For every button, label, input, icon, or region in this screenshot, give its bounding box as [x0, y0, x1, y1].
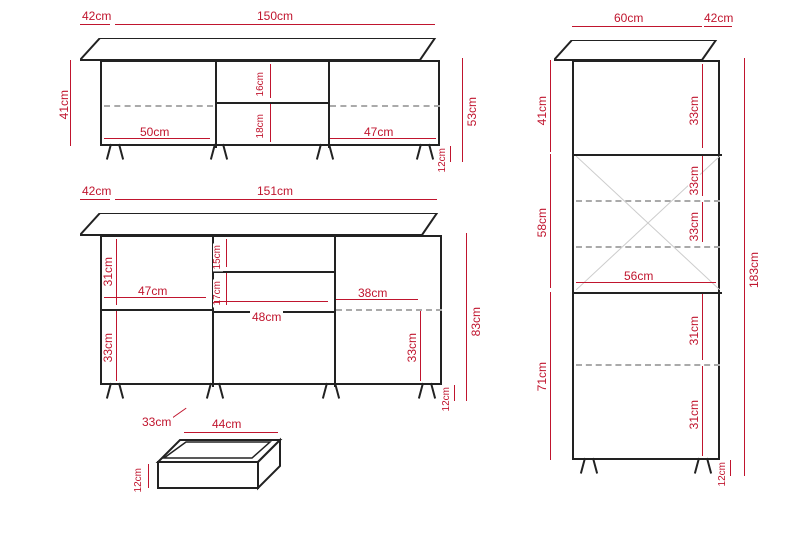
drawer-unit: 33cm 44cm 12cm [130, 430, 290, 515]
side-leg-label: 12cm [442, 385, 452, 413]
tall-depth-label: 42cm [702, 12, 735, 24]
tall-lmid-label: 58cm [536, 206, 548, 239]
side-mtop-label: 15cm [213, 243, 223, 271]
tv-width-label: 150cm [255, 10, 295, 22]
side-mmid-label: 17cm [213, 279, 223, 307]
tv-wleft-label: 50cm [138, 126, 171, 138]
tall-leg-label: 12cm [718, 460, 728, 488]
tv-midtop-label: 16cm [256, 70, 266, 98]
drawer-depth-label: 33cm [140, 416, 173, 428]
drawer-width-label: 44cm [210, 418, 243, 430]
tv-total-h-label: 53cm [466, 95, 478, 128]
tall-width-label: 60cm [612, 12, 645, 24]
tall-s4-label: 31cm [688, 314, 700, 347]
tall-winner-label: 56cm [622, 270, 655, 282]
drawer-height-label: 12cm [134, 466, 144, 494]
tall-lbot-label: 71cm [536, 360, 548, 393]
tv-wright-label: 47cm [362, 126, 395, 138]
side-width-label: 151cm [255, 185, 295, 197]
tall-ltop-label: 41cm [536, 94, 548, 127]
tv-midbot-label: 18cm [256, 112, 266, 140]
tv-leg-label: 12cm [438, 146, 448, 174]
side-wmid-label: 48cm [250, 311, 283, 323]
side-wleft-label: 47cm [136, 285, 169, 297]
tv-depth-label: 42cm [80, 10, 113, 22]
tall-total-label: 183cm [748, 250, 760, 290]
tv-body-h-label: 41cm [58, 88, 70, 121]
drawer-svg [130, 430, 290, 510]
tall-s3-label: 33cm [688, 210, 700, 243]
side-lbot-label: 33cm [102, 331, 114, 364]
tall-s1-label: 33cm [688, 94, 700, 127]
side-wright-label: 38cm [356, 287, 389, 299]
side-rinner-label: 33cm [406, 331, 418, 364]
side-depth-label: 42cm [80, 185, 113, 197]
side-total-label: 83cm [470, 305, 482, 338]
tall-s2-label: 33cm [688, 164, 700, 197]
tall-s5-label: 31cm [688, 398, 700, 431]
side-ltop-label: 31cm [102, 255, 114, 288]
diagram-canvas: 42cm 150cm 41cm 53cm 12cm 50cm 47cm 16cm… [0, 0, 800, 533]
